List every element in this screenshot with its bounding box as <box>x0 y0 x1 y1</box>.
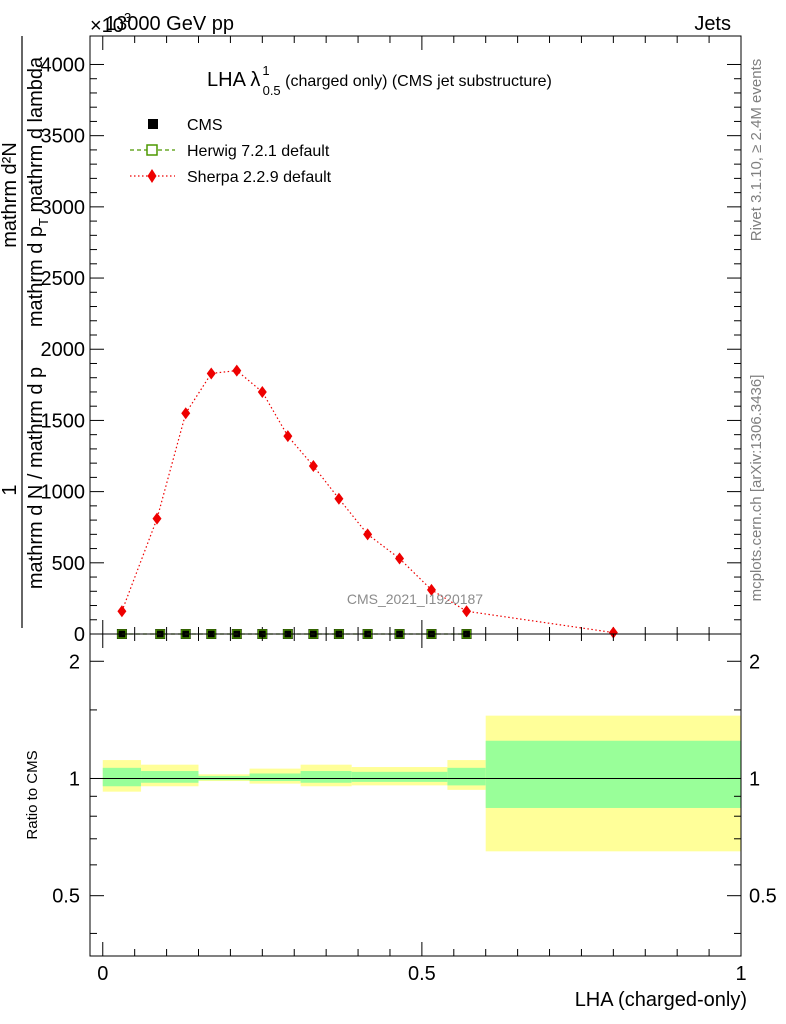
sherpa-point <box>308 459 318 472</box>
sherpa-point <box>334 492 344 505</box>
ratio-ticks: 0 0.5 1 0.5 0.5 1 1 2 2 <box>52 634 777 985</box>
ratio-y-axis-title: Ratio to CMS <box>24 750 41 839</box>
sherpa-point <box>117 605 127 618</box>
main-ticks: 0 500 1000 1500 2000 2500 3000 3500 4000 <box>41 36 742 646</box>
ratio-frame <box>89 633 742 957</box>
ratio-ytick-label: 0.5 <box>52 886 80 908</box>
sherpa-point <box>206 367 216 380</box>
series-line <box>121 369 614 634</box>
main-panel: 0 500 1000 1500 2000 2500 3000 3500 4000 CMS_202… <box>41 35 742 646</box>
ratio-ytick-label-right: 2 <box>749 651 760 673</box>
ytitle-left-numerator: 1 <box>0 484 21 495</box>
ratio-bands <box>102 715 741 852</box>
legend-sherpa-marker <box>147 169 157 183</box>
ratio-xtick-label: 0 <box>97 963 108 985</box>
sherpa-point <box>608 626 618 639</box>
legend-cms-marker <box>148 119 158 129</box>
ratio-ytick-label: 1 <box>69 768 80 790</box>
ytitle-numerator: mathrm d²N <box>0 142 21 248</box>
main-ytick-label: 2500 <box>41 268 86 290</box>
sherpa-point <box>462 605 472 618</box>
ratio-ytick-label-right: 1 <box>749 768 760 790</box>
sherpa-point <box>152 512 162 525</box>
main-ytick-label: 1000 <box>41 482 86 504</box>
sherpa-point <box>181 407 191 420</box>
watermark: CMS_2021_I1920187 <box>347 591 483 607</box>
chart-title: LHA λ 1 0.5 (charged only) (CMS jet substr… <box>207 63 552 98</box>
ratio-band-inner <box>102 767 142 787</box>
sherpa-point <box>257 385 267 398</box>
rivet-label: Rivet 3.1.10, ≥ 2.4M events <box>748 59 765 242</box>
legend-herwig-marker <box>146 144 158 156</box>
main-ytick-label: 500 <box>52 553 85 575</box>
ratio-band-inner <box>351 771 448 782</box>
main-ytick-label: 2000 <box>41 339 86 361</box>
ratio-ytick-label: 2 <box>69 651 80 673</box>
main-ytick-label: 3500 <box>41 126 86 148</box>
ratio-ytick-label-right: 0.5 <box>749 886 777 908</box>
energy-label: 13000 GeV pp <box>105 13 234 35</box>
sherpa-point <box>426 583 436 596</box>
legend: CMS Herwig 7.2.1 default Sherpa 2.2.9 de… <box>130 117 332 186</box>
ratio-xtick-label: 0.5 <box>408 963 436 985</box>
mcplots-label: mcplots.cern.ch [arXiv:1306.3436] <box>748 375 765 602</box>
legend-herwig-label: Herwig 7.2.1 default <box>187 143 330 160</box>
exponent-label: ×103 <box>90 10 131 37</box>
legend-sherpa-label: Sherpa 2.2.9 default <box>187 169 332 186</box>
sherpa-point <box>395 552 405 565</box>
sherpa-point <box>232 364 242 377</box>
legend-cms-label: CMS <box>187 117 223 134</box>
ratio-band-inner <box>447 767 486 786</box>
main-ytick-label: 3000 <box>41 197 86 219</box>
ratio-xtick-label: 1 <box>735 963 746 985</box>
ratio-panel: 0 0.5 1 0.5 0.5 1 1 2 2 Ratio to CMS LHA (charge… <box>24 633 777 1011</box>
ytitle-left-denominator: mathrm d N / mathrm d p <box>25 367 47 589</box>
ratio-band-inner <box>249 773 301 782</box>
x-axis-title: LHA (charged-only) <box>575 989 747 1011</box>
main-ytick-label: 4000 <box>41 54 86 76</box>
jets-label: Jets <box>694 13 731 35</box>
ratio-band-inner <box>300 771 352 783</box>
ratio-band-inner <box>485 740 741 808</box>
sherpa-point <box>363 528 373 541</box>
main-ytick-label: 0 <box>74 624 85 646</box>
main-y-axis-title: 1 mathrm d N / mathrm d p mathrm d²N mat… <box>0 36 51 628</box>
ytitle-denominator: mathrm d pT mathrm d lambda <box>25 56 51 327</box>
sherpa-point <box>283 430 293 443</box>
ratio-band-inner <box>141 771 199 783</box>
main-ytick-label: 1500 <box>41 410 86 432</box>
